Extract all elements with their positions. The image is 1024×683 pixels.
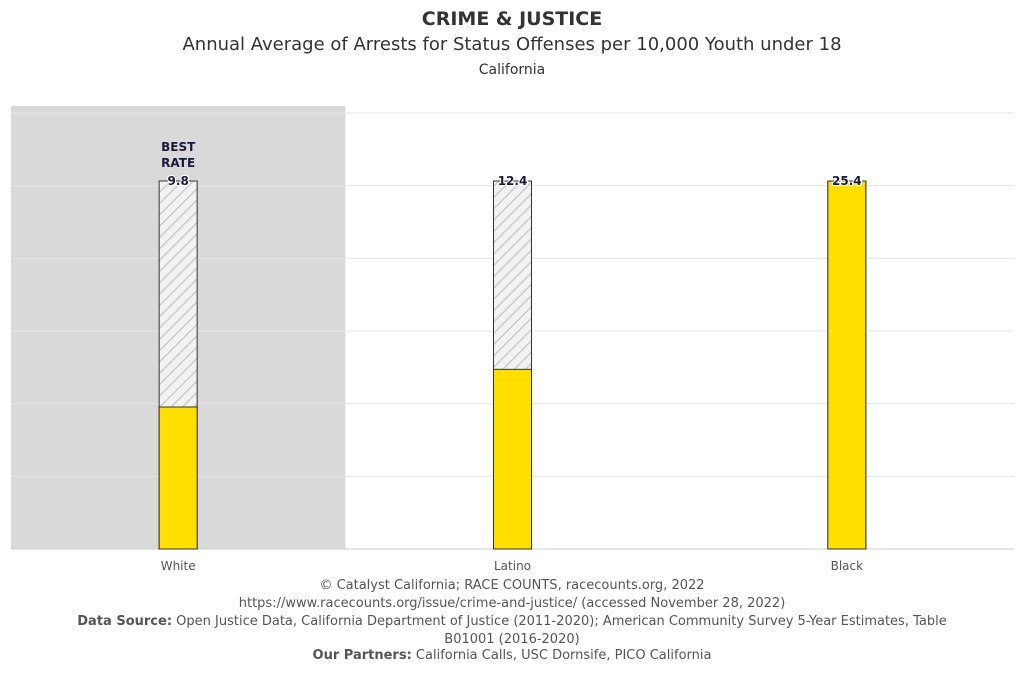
footer-copyright: © Catalyst California; RACE COUNTS, race… <box>319 578 705 593</box>
data-source-label: Data Source: <box>77 614 173 629</box>
data-source-text: Open Justice Data, California Department… <box>176 614 947 647</box>
bar-latino <box>493 368 532 550</box>
footer-partners: Our Partners: California Calls, USC Dorn… <box>0 647 1024 665</box>
data-label: 9.8 <box>168 174 189 188</box>
best-rate-label: BEST <box>161 140 196 154</box>
best-rate-label: RATE <box>161 156 195 170</box>
footer-url: https://www.racecounts.org/issue/crime-a… <box>238 596 786 611</box>
data-label: 25.4 <box>832 174 862 188</box>
bar-black <box>827 180 867 550</box>
chart-subtitle: Annual Average of Arrests for Status Off… <box>182 34 842 55</box>
x-tick-label: Latino <box>494 559 531 573</box>
chart-geography: California <box>478 62 546 78</box>
footer-data-source: Data Source: Open Justice Data, Californ… <box>62 613 962 649</box>
chart-title: CRIME & JUSTICE <box>421 8 603 30</box>
x-tick-label: White <box>161 559 196 573</box>
data-label: 12.4 <box>498 174 528 188</box>
partners-text: California Calls, USC Dornsife, PICO Cal… <box>415 648 712 663</box>
bar-white <box>158 406 198 550</box>
x-tick-label: Black <box>831 559 864 573</box>
partners-label: Our Partners: <box>312 648 412 663</box>
